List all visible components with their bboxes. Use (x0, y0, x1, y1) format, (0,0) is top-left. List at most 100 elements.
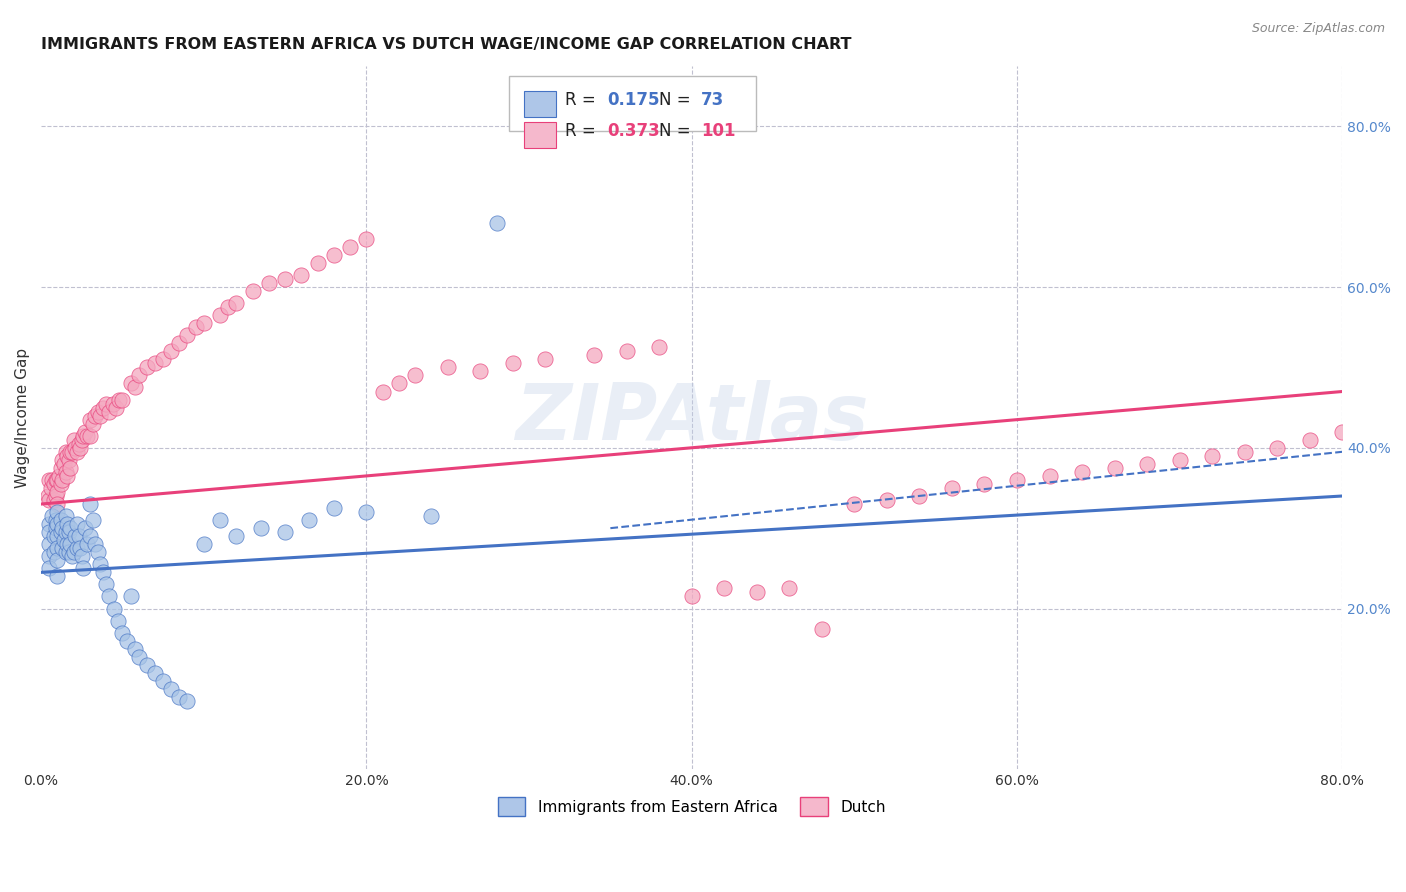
Point (38, 525, 60, 540)
Point (1233, 444, 1256, 458)
Point (1299, 433, 1322, 447)
Point (1265, 441, 1288, 455)
Point (72, 428, 94, 442)
Point (45, 473, 67, 487)
Point (49, 461, 72, 475)
Point (51, 473, 73, 487)
Point (58, 545, 80, 559)
Point (60, 444, 83, 458)
Point (135, 657, 157, 672)
Point (46, 541, 69, 556)
Point (339, 240, 361, 254)
Point (87, 404, 110, 418)
Point (49, 477, 72, 491)
Point (46, 553, 69, 567)
Legend: Immigrants from Eastern Africa, Dutch: Immigrants from Eastern Africa, Dutch (489, 788, 894, 825)
Text: 0.373: 0.373 (607, 122, 659, 140)
Point (38, 473, 60, 487)
Point (67, 436, 90, 450)
Point (52, 533, 75, 548)
Point (745, 585, 768, 599)
Point (51, 521, 73, 535)
Point (45, 489, 67, 503)
Point (1168, 453, 1191, 467)
Point (420, 509, 443, 524)
Point (56, 537, 79, 551)
Point (58, 453, 80, 467)
Point (876, 493, 898, 508)
Point (41, 509, 63, 524)
Point (1005, 473, 1028, 487)
Point (1201, 449, 1223, 463)
Point (176, 328, 198, 343)
Point (778, 582, 800, 596)
Point (152, 673, 174, 688)
Text: Source: ZipAtlas.com: Source: ZipAtlas.com (1251, 22, 1385, 36)
Point (79, 497, 101, 511)
Text: R =: R = (565, 122, 602, 140)
Point (59, 444, 82, 458)
Point (193, 316, 215, 330)
Point (583, 348, 606, 362)
Point (169, 690, 191, 704)
Point (298, 513, 321, 527)
Point (73, 425, 96, 439)
Point (60, 549, 83, 564)
Point (96, 577, 118, 591)
Point (128, 649, 150, 664)
Point (124, 380, 146, 394)
Point (290, 268, 312, 282)
Point (1038, 469, 1060, 483)
Point (257, 276, 280, 290)
Text: 101: 101 (700, 122, 735, 140)
Text: R =  0.000   N =  000
  R =  0.000   N =  000: R = 0.000 N = 000 R = 0.000 N = 000 (517, 84, 748, 123)
Point (82, 513, 104, 527)
Point (62, 545, 84, 559)
Text: IMMIGRANTS FROM EASTERN AFRICA VS DUTCH WAGE/INCOME GAP CORRELATION CHART: IMMIGRANTS FROM EASTERN AFRICA VS DUTCH … (41, 37, 852, 53)
Point (70, 549, 93, 564)
Point (208, 513, 231, 527)
Point (120, 376, 142, 391)
Point (107, 614, 129, 628)
Point (66, 517, 89, 532)
Point (485, 216, 508, 230)
Point (46, 517, 69, 532)
Point (55, 509, 77, 524)
Point (249, 521, 271, 535)
Point (70, 433, 93, 447)
Point (844, 497, 866, 511)
Y-axis label: Wage/Income Gap: Wage/Income Gap (15, 348, 30, 488)
Point (56, 449, 79, 463)
Point (322, 501, 344, 516)
Point (143, 665, 166, 680)
Point (810, 622, 832, 636)
Point (46, 569, 69, 583)
Point (184, 320, 207, 334)
Point (56, 517, 79, 532)
Point (648, 340, 671, 354)
Point (322, 248, 344, 262)
Text: N =: N = (659, 122, 696, 140)
Point (208, 308, 231, 322)
Point (73, 521, 96, 535)
Point (128, 368, 150, 383)
Point (79, 412, 101, 426)
Point (973, 477, 995, 491)
Point (65, 529, 87, 543)
Point (83, 537, 105, 551)
Point (242, 284, 264, 298)
Point (51, 453, 73, 467)
Point (76, 537, 98, 551)
Point (59, 521, 82, 535)
Point (101, 396, 124, 410)
Point (72, 561, 94, 575)
FancyBboxPatch shape (524, 91, 557, 118)
Point (91, 401, 114, 415)
Text: 73: 73 (700, 91, 724, 109)
Point (66, 541, 89, 556)
Point (55, 465, 77, 479)
Point (135, 360, 157, 375)
Point (103, 601, 125, 615)
Text: ZIPAtlas: ZIPAtlas (515, 380, 869, 456)
Point (41, 473, 63, 487)
